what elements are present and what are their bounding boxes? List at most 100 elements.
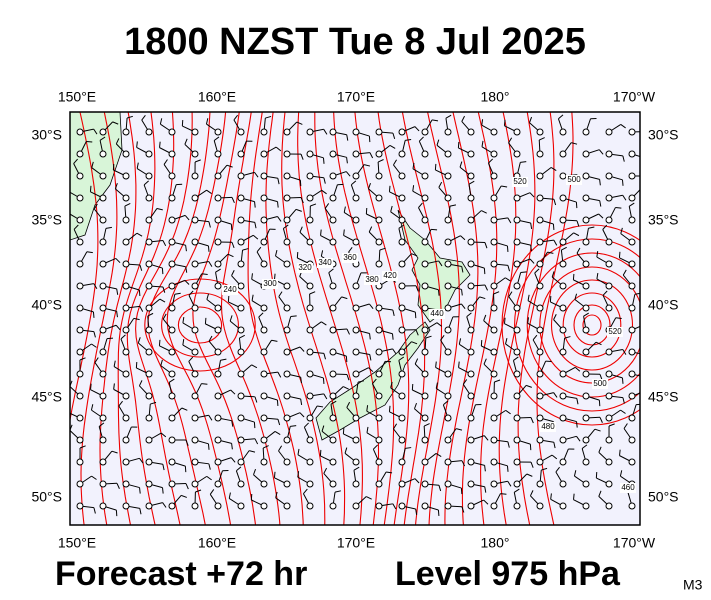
station <box>122 304 130 312</box>
barb-flag <box>550 493 552 500</box>
station <box>306 282 314 290</box>
barb-flag <box>230 389 236 395</box>
station <box>352 150 360 158</box>
station <box>536 216 544 224</box>
barb-flag <box>431 119 439 122</box>
station <box>628 128 636 136</box>
barb-flag <box>573 493 575 500</box>
station <box>628 194 636 202</box>
barb-flag <box>369 354 372 361</box>
barb-flag <box>114 183 118 190</box>
station <box>306 304 314 312</box>
barb-flag <box>615 317 622 320</box>
barb-flag <box>207 443 210 450</box>
barb-flag <box>195 489 202 493</box>
station <box>99 128 107 136</box>
barb-flag <box>414 402 418 409</box>
barb-flag <box>258 312 264 318</box>
contour-label-box <box>620 483 636 493</box>
barb-flag <box>507 265 511 272</box>
barb-flag <box>507 480 512 487</box>
station <box>421 216 429 224</box>
barb-flag <box>595 341 602 346</box>
contour-label-box <box>566 175 582 185</box>
station <box>444 480 452 488</box>
station <box>559 260 567 268</box>
station <box>421 238 429 246</box>
barb-flag <box>435 382 438 389</box>
barb-flag <box>323 467 328 474</box>
barb-flag <box>351 180 357 186</box>
station <box>329 194 337 202</box>
barb-flag <box>599 417 603 423</box>
barb-flag <box>386 471 393 474</box>
station <box>329 502 337 510</box>
barb-flag <box>484 486 487 493</box>
station <box>605 502 613 510</box>
station <box>559 392 567 400</box>
station <box>536 304 544 312</box>
barb-flag <box>393 423 398 430</box>
station <box>467 172 475 180</box>
barb-flag <box>389 144 396 149</box>
station <box>76 260 84 268</box>
station <box>582 348 590 356</box>
station <box>191 194 199 202</box>
station <box>99 348 107 356</box>
lat-label: 45°S <box>648 389 679 405</box>
barb-flag <box>553 199 557 206</box>
station <box>76 216 84 224</box>
contour <box>192 112 257 525</box>
station <box>628 414 636 422</box>
station <box>398 128 406 136</box>
barb-flag <box>529 258 535 264</box>
contour <box>526 252 640 398</box>
barb-flag <box>283 224 289 229</box>
station <box>375 436 383 444</box>
station <box>191 480 199 488</box>
station <box>329 480 337 488</box>
barb-flag <box>93 203 98 210</box>
contour-label-box <box>262 279 278 289</box>
station <box>490 194 498 202</box>
station <box>582 326 590 334</box>
station <box>145 436 153 444</box>
station <box>237 172 245 180</box>
barb-flag <box>220 358 227 361</box>
station <box>352 172 360 180</box>
station <box>467 502 475 510</box>
barb-flag <box>162 286 166 293</box>
station <box>122 326 130 334</box>
barb-flag <box>622 155 625 162</box>
station <box>559 216 567 224</box>
station <box>490 436 498 444</box>
station <box>421 370 429 378</box>
barb-flag <box>368 367 374 373</box>
station <box>536 348 544 356</box>
station <box>352 194 360 202</box>
barb-flag <box>254 222 257 229</box>
barb-flag <box>242 248 249 251</box>
station <box>398 216 406 224</box>
station <box>237 238 245 246</box>
station <box>283 260 291 268</box>
barb-flag <box>418 136 424 142</box>
lon-label: 150°E <box>58 89 96 105</box>
barb-flag <box>91 475 97 480</box>
station <box>260 128 268 136</box>
barb-flag <box>317 405 324 408</box>
station <box>444 458 452 466</box>
barb-flag <box>300 197 304 204</box>
station <box>122 150 130 158</box>
station <box>145 502 153 510</box>
barb-flag <box>573 232 580 237</box>
barb-flag <box>366 496 372 500</box>
station <box>444 304 452 312</box>
barb-flag <box>156 207 163 211</box>
station <box>145 238 153 246</box>
barb-flag <box>514 488 520 493</box>
station <box>214 172 222 180</box>
station <box>536 150 544 158</box>
barb-flag <box>139 306 144 312</box>
barb-flag <box>111 450 118 454</box>
